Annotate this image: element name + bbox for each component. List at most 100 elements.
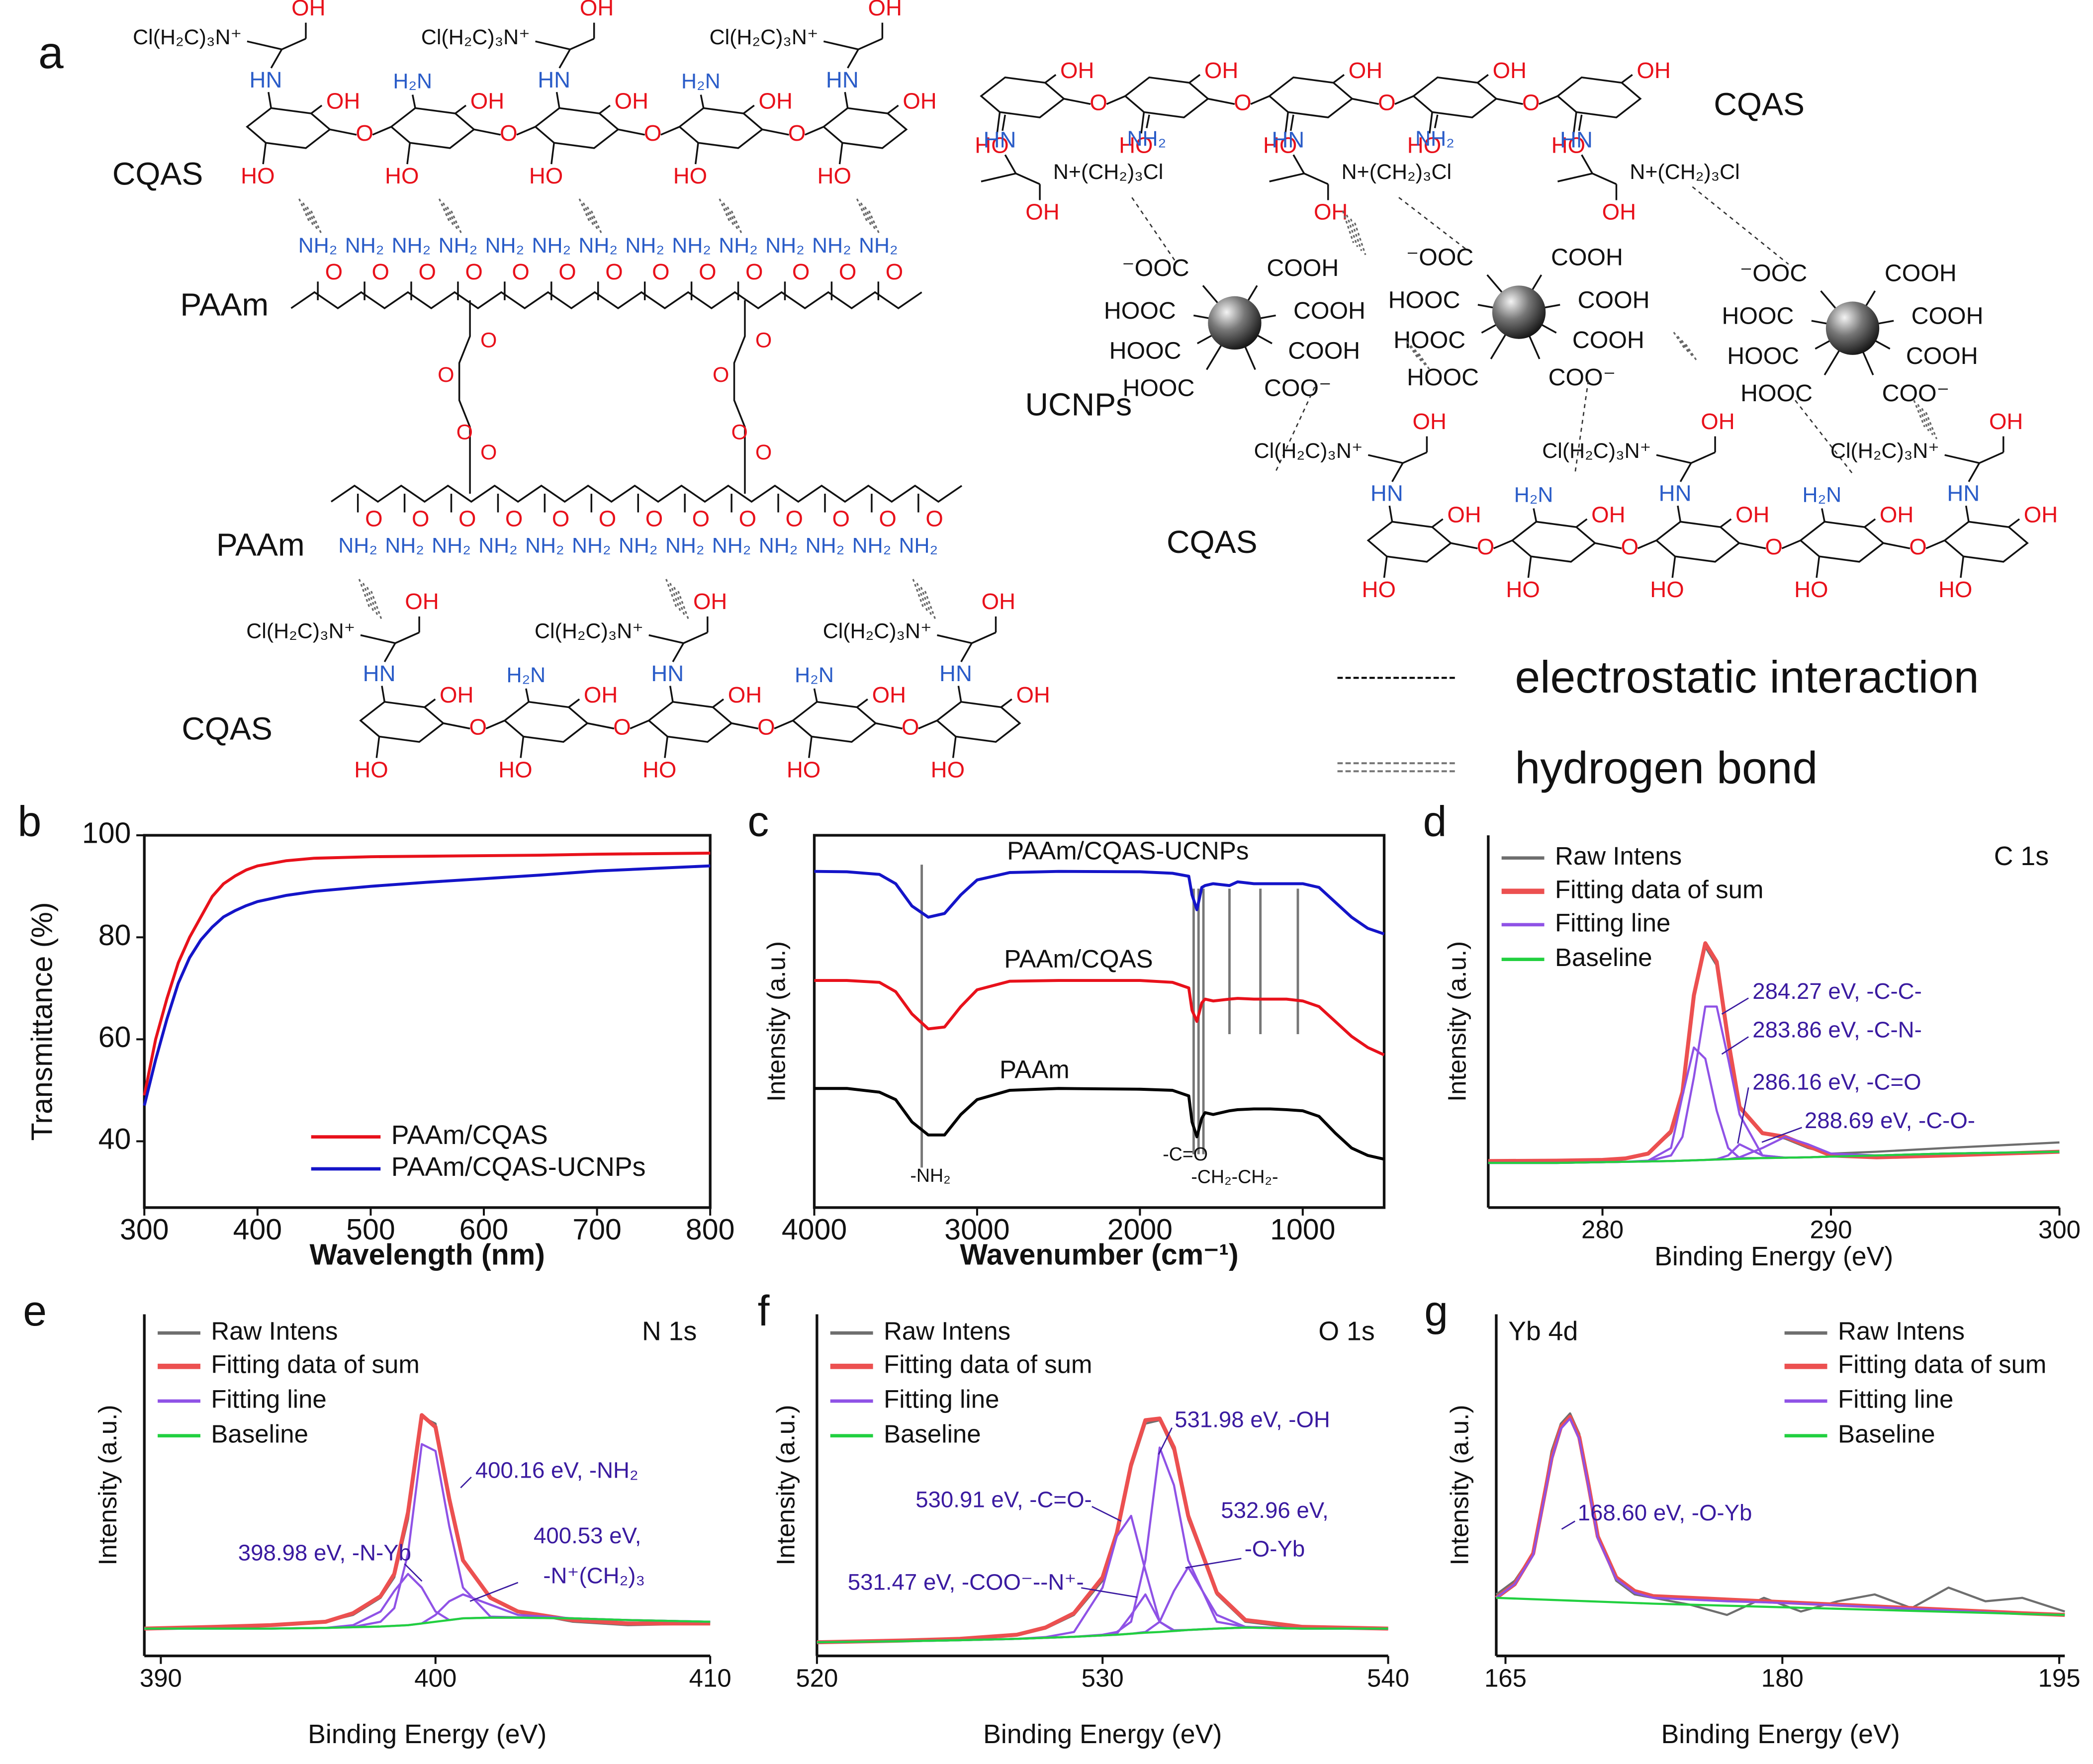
bond [1001,114,1006,131]
hydroxyl: OH [440,682,473,707]
x-tick-label: 300 [120,1213,169,1246]
carbonyl: O [699,259,716,284]
bond [1493,539,1513,549]
x-tick-label: 4000 [782,1213,847,1246]
annotation-leader [1185,1558,1242,1569]
hydroxyl: OH [1025,199,1059,224]
polymer-backbone [290,291,922,310]
hydroxyl: OH [1735,502,1769,528]
bond [952,736,957,758]
bond [858,38,883,50]
amide: NH₂ [899,534,938,558]
hydroxyl: OH [868,0,902,20]
carbonyl: O [645,506,663,531]
bond [1388,505,1393,522]
y-axis-label: Intensity (a.u.) [771,1405,800,1566]
peak-annotation: -O-Yb [1245,1536,1305,1562]
hydroxyl: OH [1602,199,1636,224]
carboxyl: HOOC [1722,303,1794,330]
bond [957,686,962,702]
bond [823,40,859,51]
annotation-leader [460,1477,472,1489]
series-label: PAAm [1000,1056,1070,1084]
carbonyl: O [739,506,756,531]
bond [1965,505,1970,522]
annotation-leader [1081,1587,1138,1598]
nanoparticle [1825,301,1880,355]
carbonyl: O [692,506,710,531]
carbonyl: O [458,506,476,531]
bond [411,94,416,108]
hydrogen-bond [860,202,873,227]
x-axis-label: Binding Energy (eV) [1654,1241,1893,1271]
legend-label: Baseline [1555,943,1652,971]
bond [1044,74,1057,84]
peak-annotation: 168.60 eV, -O-Yb [1578,1500,1752,1525]
oxygen: O [755,441,772,464]
bond [443,722,470,730]
peak-annotation: 288.69 eV, -C-O- [1805,1108,1975,1133]
bond [805,126,824,136]
hydroxyl: HO [385,163,419,188]
peak-annotation: -N⁺(CH₂)₃ [543,1563,645,1588]
material-label: PAAm [180,286,269,322]
amide: NH₂ [578,234,618,258]
core-level-label: O 1s [1318,1316,1374,1346]
bond [1064,97,1091,105]
hydrogen-bond [864,206,877,231]
hydroxyl: HO [1794,577,1828,602]
bond [1146,114,1150,128]
hydrogen-bond [586,206,599,231]
bond [996,112,1001,134]
quaternary-ammonium: Cl(H₂C)₃N⁺ [823,619,932,643]
y-axis-label: Intensity (a.u.) [93,1405,122,1566]
bond [424,698,436,708]
series-label: PAAm/CQAS [1004,945,1153,973]
legend-label: Raw Intens [211,1317,338,1345]
bond [762,128,789,136]
bond [1592,173,1617,185]
amine: HN [826,67,859,92]
hydroxyl: OH [758,88,792,114]
bond [473,128,501,136]
x-tick-label: 165 [1484,1664,1527,1692]
bond [1781,539,1801,549]
series-line [814,979,1385,1057]
hydroxyl: HO [1938,577,1972,602]
oxygen: O [1909,534,1926,559]
annotation-leader [404,1563,423,1582]
annotation-leader [1721,997,1749,1015]
hydroxyl: OH [728,682,762,707]
bond [329,128,357,136]
oxygen: O [1621,534,1638,559]
bond [383,642,396,663]
hydroxyl: HO [1551,132,1585,158]
bond [520,736,525,758]
hydroxyl: OH [1204,58,1238,83]
bond [1106,95,1126,105]
hydroxyl: OH [326,88,360,114]
hydroxyl: HO [787,757,820,782]
panel-letter: b [18,797,42,845]
bond [375,736,380,758]
oxygen: O [1765,534,1782,559]
legend-label: Raw Intens [1838,1317,1965,1345]
hydrogen-bond [1913,400,1925,428]
bond [669,686,674,702]
amide: NH₂ [812,234,851,258]
carbonyl: O [652,259,669,284]
carboxyl: HOOC [1740,380,1813,407]
legend-label: Raw Intens [1555,842,1682,870]
bond [1383,556,1388,578]
amide: NH₂ [806,534,845,558]
bond [1292,154,1305,174]
carboxyl: HOOC [1407,364,1479,391]
bond [712,698,725,708]
bond [1333,74,1345,84]
hydroxyl: HO [818,163,851,188]
quaternary-ammonium: Cl(H₂C)₃N⁺ [133,25,242,49]
x-tick-label: 600 [459,1213,509,1246]
oxygen: O [1234,89,1251,115]
oxygen: O [713,363,729,387]
series-line [143,852,711,1096]
